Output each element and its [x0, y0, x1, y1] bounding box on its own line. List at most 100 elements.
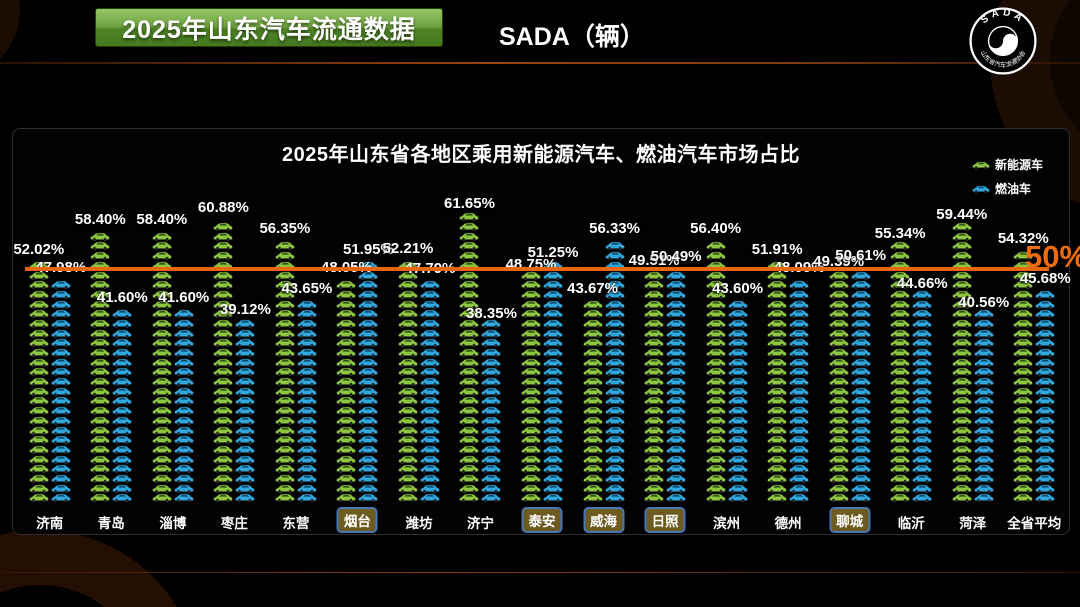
- nev-car-icon: [521, 309, 541, 319]
- fuel-car-icon: [912, 445, 932, 455]
- fuel-car-icon: [604, 251, 625, 261]
- fuel-car-icon: [358, 280, 379, 290]
- fuel-car-icon: [297, 396, 317, 406]
- nev-car-icon: [951, 338, 972, 348]
- nev-car-icon: [705, 396, 726, 406]
- fuel-car-icon: [789, 474, 809, 484]
- nev-car-icon: [890, 280, 910, 290]
- fuel-value-label: 50.49%: [650, 247, 702, 265]
- nev-car-icon: [336, 464, 357, 474]
- fuel-car-icon: [543, 406, 563, 416]
- nev-car-icon: [336, 484, 357, 494]
- nev-car-icon: [951, 309, 972, 319]
- nev-car-icon: [336, 290, 357, 300]
- fuel-car-icon: [481, 455, 502, 465]
- nev-car-icon: [213, 222, 234, 232]
- fuel-car-icon: [604, 426, 625, 436]
- fuel-value-label: 45.68%: [1019, 270, 1071, 288]
- nev-car-icon: [398, 367, 418, 377]
- fuel-value-label: 51.25%: [527, 244, 579, 262]
- nev-car-icon: [951, 348, 972, 358]
- fuel-car-icon: [727, 387, 748, 397]
- nev-car-icon: [398, 329, 418, 339]
- nev-car-icon: [213, 309, 234, 319]
- nev-car-icon: [336, 367, 357, 377]
- nev-car-icon: [828, 309, 849, 319]
- fuel-car-icon: [543, 377, 563, 387]
- nev-car-icon: [582, 455, 603, 465]
- nev-value-label: 49.39%: [813, 252, 865, 270]
- fuel-car-icon: [174, 435, 194, 445]
- fuel-car-icon: [235, 396, 256, 406]
- nev-car-icon: [28, 271, 49, 281]
- fuel-car-icon: [358, 396, 379, 406]
- fuel-car-icon: [297, 329, 317, 339]
- nev-car-icon: [890, 435, 910, 445]
- fuel-car-icon: [666, 338, 686, 348]
- city-label: 泰安: [521, 507, 563, 533]
- nev-car-icon: [28, 329, 49, 339]
- fuel-car-icon: [543, 416, 563, 426]
- city-label: 全省平均: [1007, 516, 1062, 531]
- fuel-car-icon: [850, 396, 871, 406]
- nev-car-icon: [1013, 319, 1034, 329]
- fuel-car-icon: [912, 338, 932, 348]
- nev-car-icon: [213, 445, 234, 455]
- fuel-car-icon: [235, 474, 256, 484]
- nev-car-icon: [705, 464, 726, 474]
- nev-car-icon: [398, 358, 418, 368]
- fuel-bar: [235, 319, 256, 503]
- city-group: 58.40% 41.60% 青岛: [75, 129, 148, 531]
- fuel-car-icon: [420, 416, 440, 426]
- nev-car-icon: [890, 426, 910, 436]
- nev-car-icon: [213, 455, 234, 465]
- fuel-car-icon: [297, 387, 317, 397]
- nev-car-icon: [951, 280, 972, 290]
- nev-car-icon: [890, 290, 910, 300]
- nev-car-icon: [398, 280, 418, 290]
- nev-car-icon: [90, 280, 111, 290]
- nev-car-icon: [767, 300, 787, 310]
- nev-car-icon: [521, 474, 541, 484]
- city-label: 淄博: [159, 516, 187, 531]
- nev-car-icon: [828, 280, 849, 290]
- fuel-car-icon: [543, 358, 563, 368]
- city-group: 49.51% 50.49% 日照: [629, 129, 702, 533]
- nev-car-icon: [1013, 300, 1034, 310]
- fuel-car-icon: [50, 338, 71, 348]
- nev-car-icon: [398, 271, 418, 281]
- nev-car-icon: [828, 474, 849, 484]
- nev-car-icon: [767, 484, 787, 494]
- fuel-car-icon: [174, 387, 194, 397]
- nev-car-icon: [336, 300, 357, 310]
- nev-car-icon: [767, 329, 787, 339]
- nev-car-icon: [275, 319, 295, 329]
- nev-car-icon: [521, 435, 541, 445]
- city-group: 59.44% 40.56% 菏泽: [936, 129, 1009, 531]
- fuel-car-icon: [297, 416, 317, 426]
- fuel-car-icon: [789, 280, 809, 290]
- fuel-car-icon: [174, 406, 194, 416]
- fuel-car-icon: [112, 338, 133, 348]
- nev-car-icon: [90, 232, 111, 242]
- nev-car-icon: [951, 251, 972, 261]
- nev-car-icon: [398, 348, 418, 358]
- city-group: 48.75% 51.25% 泰安: [506, 129, 578, 533]
- nev-car-icon: [28, 474, 49, 484]
- nev-car-icon: [521, 329, 541, 339]
- nev-car-icon: [213, 474, 234, 484]
- fuel-car-icon: [543, 464, 563, 474]
- fuel-car-icon: [50, 416, 71, 426]
- nev-car-icon: [767, 309, 787, 319]
- fuel-car-icon: [174, 338, 194, 348]
- fuel-car-icon: [850, 474, 871, 484]
- fuel-car-icon: [973, 435, 994, 445]
- nev-car-icon: [398, 290, 418, 300]
- nev-car-icon: [890, 309, 910, 319]
- nev-car-icon: [644, 348, 664, 358]
- nev-car-icon: [336, 493, 357, 503]
- nev-car-icon: [582, 300, 603, 310]
- fuel-car-icon: [50, 464, 71, 474]
- fuel-car-icon: [1035, 367, 1056, 377]
- fuel-car-icon: [358, 358, 379, 368]
